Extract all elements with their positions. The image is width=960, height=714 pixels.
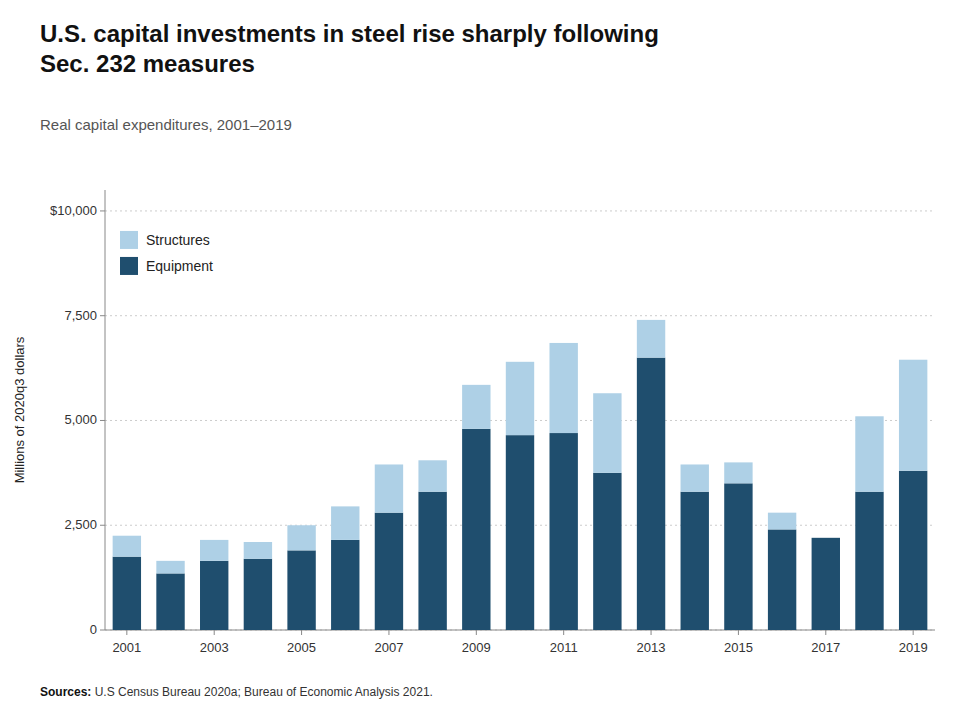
bar [244,559,272,630]
title: U.S. capital investments in steel rise s… [40,20,659,77]
y-tick [100,210,105,211]
x-tick [476,630,477,635]
x-tick-label: 2019 [899,640,928,655]
x-tick-label: 2011 [550,640,578,655]
bar [812,537,840,538]
grid-line [105,210,935,211]
y-axis-label: Millions of 2020q3 dollars [12,336,27,483]
title-line: Sec. 232 measures [40,50,255,77]
x-tick-label: 2017 [811,640,840,655]
bar [681,492,709,630]
x-tick [388,630,389,635]
y-tick-label: 5,000 [64,412,97,427]
bar [331,506,359,540]
x-tick [913,630,914,635]
bar [113,536,141,557]
x-tick [651,630,652,635]
x-tick-label: 2015 [724,640,753,655]
x-tick [563,630,564,635]
y-tick [100,420,105,421]
x-tick [214,630,215,635]
bar [855,492,883,630]
source-rest: U.S Census Bureau 2020a; Bureau of Econo… [91,685,433,699]
chart-container: U.S. capital investments in steel rise s… [0,0,960,714]
bar [768,513,796,530]
bar [899,360,927,471]
bar [156,561,184,574]
bar [287,550,315,630]
y-axis-line [105,190,106,630]
bar [113,557,141,630]
bar [506,435,534,630]
y-tick [100,315,105,316]
bar [418,460,446,491]
y-tick-label: 0 [90,622,97,637]
y-tick-label: 2,500 [64,517,97,532]
bar [855,416,883,491]
x-tick [301,630,302,635]
legend-label: Equipment [146,258,213,274]
bar [287,525,315,550]
x-tick-label: 2007 [374,640,403,655]
bar [375,464,403,512]
bar [812,538,840,630]
bars [113,320,928,630]
source: Sources: U.S Census Bureau 2020a; Bureau… [40,685,433,699]
bar [593,473,621,630]
bar [681,464,709,491]
bar [768,529,796,630]
bar [549,433,577,630]
background [0,0,960,714]
bar [899,471,927,630]
legend-swatch [120,231,138,249]
x-tick-label: 2001 [112,640,141,655]
bar [637,358,665,630]
x-tick [825,630,826,635]
bar [462,385,490,429]
bar [593,393,621,473]
x-tick [738,630,739,635]
x-tick-label: 2005 [287,640,316,655]
bar [200,540,228,561]
legend: Structures Equipment [120,231,213,275]
bar [156,573,184,630]
y-tick [100,525,105,526]
chart-svg: U.S. capital investments in steel rise s… [0,0,960,714]
bar [375,513,403,630]
legend-swatch [120,257,138,275]
bar [506,362,534,435]
title-line: U.S. capital investments in steel rise s… [40,20,659,47]
x-tick-label: 2013 [637,640,666,655]
bar [549,343,577,433]
bar [200,561,228,630]
bar [724,462,752,483]
x-tick-label: 2009 [462,640,491,655]
source-lead: Sources: [40,685,91,699]
bar [331,540,359,630]
subtitle: Real capital expenditures, 2001–2019 [40,116,292,133]
bar [418,492,446,630]
grid-line [105,315,935,316]
x-tick [126,630,127,635]
x-tick-label: 2003 [200,640,229,655]
legend-label: Structures [146,232,210,248]
bar [724,483,752,630]
bar [244,542,272,559]
y-grid [100,211,935,630]
y-tick-label: 7,500 [64,308,97,323]
bar [637,320,665,358]
y-tick-label: $10,000 [50,203,97,218]
bar [462,429,490,630]
y-tick [100,630,105,631]
